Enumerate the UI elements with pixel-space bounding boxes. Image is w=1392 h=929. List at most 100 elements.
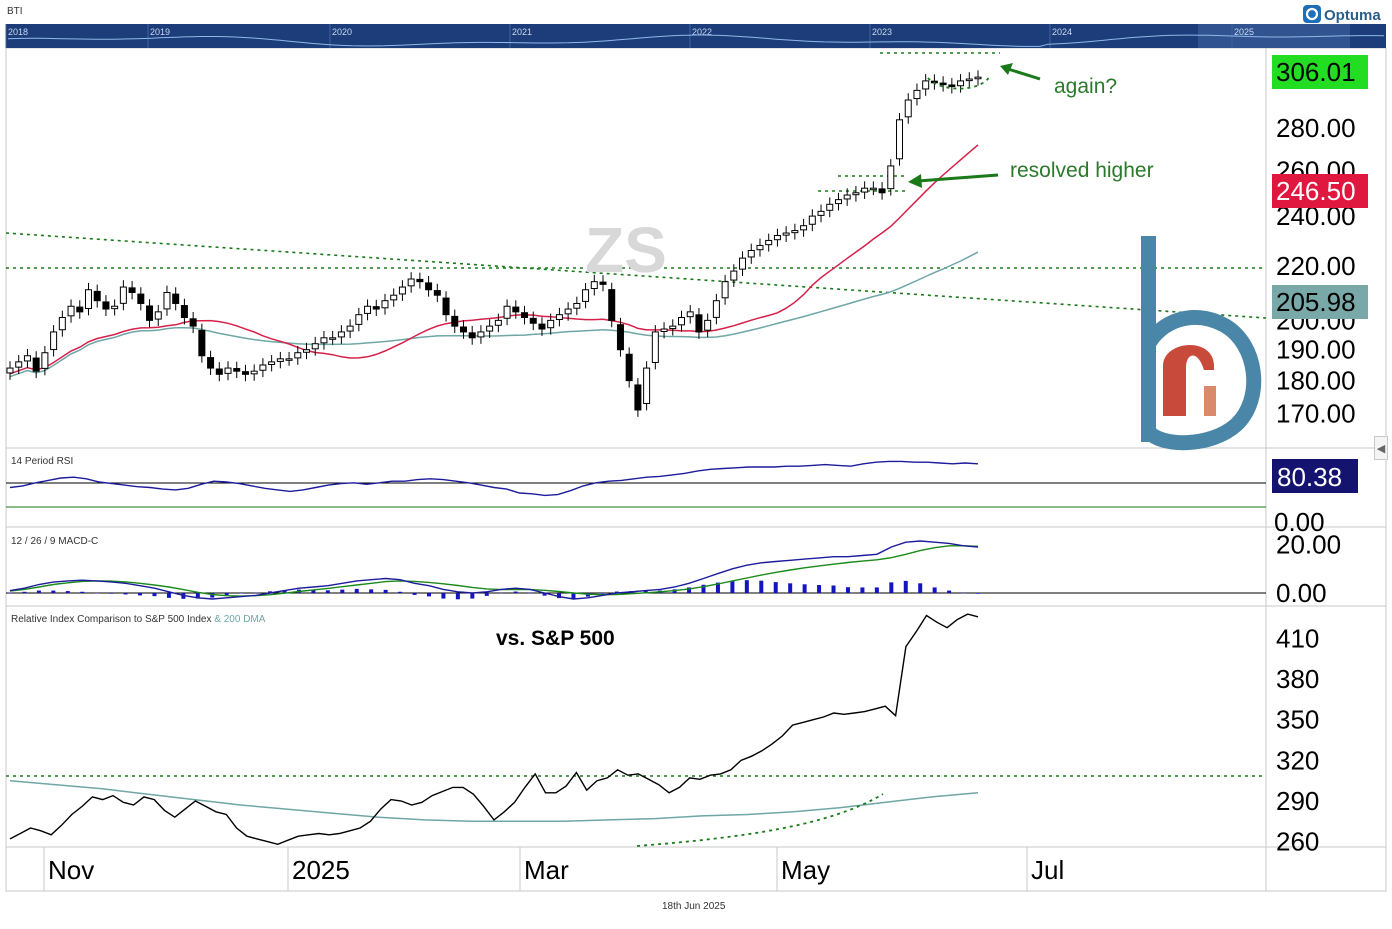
macd-histogram-bar	[513, 591, 518, 593]
price-candle	[616, 324, 624, 351]
rsi-line	[9, 460, 979, 497]
macd-histogram-bar	[94, 593, 99, 594]
price-candle	[154, 311, 162, 320]
price-candle	[669, 325, 677, 330]
price-candle	[582, 289, 590, 302]
price-candle	[948, 84, 956, 88]
overview-year-label: 2024	[1052, 27, 1072, 37]
price-candle	[686, 311, 694, 318]
macd-histogram-bar	[224, 593, 229, 596]
rsi-axis-label: 0.00	[1274, 507, 1325, 537]
rel-annotation: vs. S&P 500	[496, 627, 615, 650]
macd-histogram-bar	[152, 593, 157, 597]
price-candle	[215, 368, 223, 375]
macd-histogram-bar	[817, 585, 822, 593]
price-candle	[957, 80, 965, 87]
macd-histogram-bar	[138, 593, 143, 596]
macd-histogram-bar	[383, 589, 388, 593]
overview-strip[interactable]: 2018 2019 2020 2021 2022 2023 2024 2025	[5, 24, 1386, 48]
price-candle	[704, 319, 712, 331]
overview-year-label: 2018	[8, 27, 28, 37]
price-candle	[425, 282, 433, 291]
price-candle	[364, 305, 372, 314]
price-candle	[791, 230, 799, 234]
rsi-title: 14 Period RSI	[11, 456, 73, 467]
price-candle	[555, 314, 563, 321]
macd-histogram-bar	[788, 583, 793, 593]
macd-axis-label: 0.00	[1276, 578, 1327, 608]
overview-year-label: 2025	[1234, 27, 1254, 37]
price-candle	[259, 364, 267, 371]
x-axis-label: Jul	[1031, 855, 1064, 885]
macd-histogram-bar	[860, 587, 865, 593]
price-candle	[721, 281, 729, 299]
overview-year-label: 2020	[332, 27, 352, 37]
macd-histogram-bar	[340, 589, 345, 593]
macd-histogram-bar	[932, 587, 937, 593]
macd-histogram-bar	[8, 592, 12, 594]
panel-scroll-left-button[interactable]: ◀	[1374, 436, 1388, 460]
x-axis-label: 2025	[292, 855, 350, 885]
price-candle	[643, 367, 651, 404]
price-candle	[128, 287, 136, 293]
macd-histogram-bar	[484, 593, 489, 596]
brand-logo-accent-bar	[1204, 386, 1216, 416]
macd-histogram-bar	[22, 591, 27, 593]
price-candle	[625, 353, 633, 382]
price-candle	[494, 319, 502, 326]
rsi-badge	[1272, 459, 1358, 493]
again-annotation: again?	[1054, 75, 1117, 98]
x-axis-label: May	[781, 855, 830, 885]
price-candle	[765, 239, 773, 246]
price-candle	[843, 194, 851, 200]
price-candle	[407, 278, 415, 287]
price-candle	[390, 294, 398, 301]
ma50-line	[9, 144, 979, 375]
macd-histogram-bar	[354, 588, 359, 593]
price-candle	[826, 203, 834, 211]
macd-histogram-bar	[557, 593, 562, 599]
price-candle	[660, 328, 668, 332]
macd-histogram-bar	[311, 590, 316, 593]
price-candle	[590, 281, 598, 290]
macd-signal-line	[9, 545, 979, 597]
macd-histogram-bar	[571, 593, 576, 600]
price-candle	[23, 355, 31, 362]
price-candle	[442, 297, 450, 316]
rsi-value: 80.38	[1277, 462, 1342, 492]
macd-title: 12 / 26 / 9 MACD-C	[11, 536, 98, 547]
price-candle	[207, 357, 215, 369]
price-candle	[311, 343, 319, 350]
price-candle	[224, 367, 232, 374]
brand-logo-bowl	[1141, 309, 1262, 451]
price-candle	[433, 290, 441, 296]
price-axis-label: 190.00	[1276, 335, 1356, 365]
price-candle	[939, 82, 947, 86]
macd-axis-label: 20.00	[1276, 530, 1341, 560]
macd-histogram-bar	[643, 590, 648, 593]
price-candle	[913, 89, 921, 100]
macd-histogram-bar	[239, 593, 244, 594]
price-candle	[974, 76, 982, 80]
price-candle	[41, 352, 49, 369]
price-candle	[852, 192, 860, 196]
macd-histogram-bar	[109, 593, 114, 594]
price-candle	[15, 361, 23, 368]
macd-histogram-bar	[845, 587, 850, 593]
symbol-label: BTI	[7, 6, 23, 17]
price-candle	[355, 314, 363, 325]
price-candle	[119, 286, 127, 304]
rel-200dma-line	[9, 779, 979, 823]
price-candle	[346, 325, 354, 332]
macd-histogram-bar	[874, 587, 879, 593]
macd-histogram-bar	[759, 580, 764, 593]
ma200-value: 205.98	[1276, 287, 1356, 317]
optuma-logo-icon	[1303, 5, 1321, 23]
macd-line	[9, 540, 979, 600]
price-candle	[58, 317, 66, 331]
macd-histogram-bar	[253, 592, 258, 594]
price-candle	[84, 289, 92, 309]
price-candle	[285, 358, 293, 361]
price-candle	[172, 293, 180, 304]
overview-year-label: 2022	[692, 27, 712, 37]
